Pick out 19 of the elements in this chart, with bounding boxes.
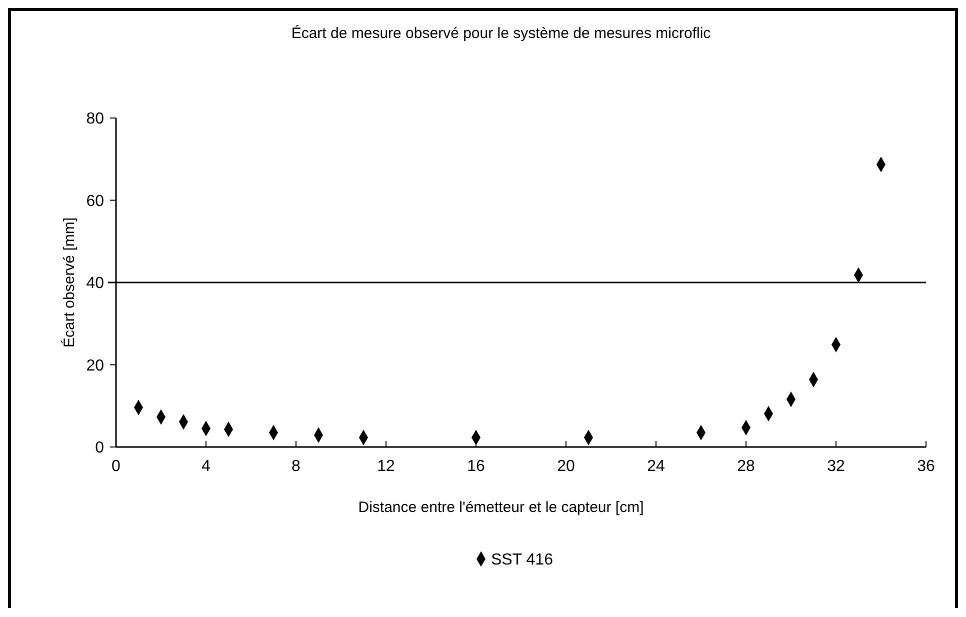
x-tick-label: 12 xyxy=(377,458,395,475)
y-axis-title: Écart observé [mm] xyxy=(60,217,78,348)
x-tick-label: 24 xyxy=(647,458,665,475)
y-tick-label: 0 xyxy=(95,440,104,457)
x-tick-label: 4 xyxy=(202,458,211,475)
x-tick-label: 8 xyxy=(292,458,301,475)
y-tick-label: 40 xyxy=(86,275,104,292)
x-tick-label: 28 xyxy=(737,458,755,475)
x-tick-label: 32 xyxy=(827,458,845,475)
x-tick-label: 36 xyxy=(917,458,935,475)
legend-label: SST 416 xyxy=(491,552,554,569)
chart-title: Écart de mesure observé pour le système de mesures microflic xyxy=(291,24,712,42)
y-tick-label: 80 xyxy=(86,110,104,128)
x-tick-label: 16 xyxy=(467,458,485,475)
y-tick-label: 60 xyxy=(86,192,104,210)
x-axis-title: Distance entre l'émetteur et le capteur [cm] xyxy=(358,499,644,516)
y-tick-label: 20 xyxy=(86,357,104,374)
x-tick-label: 20 xyxy=(557,458,575,475)
x-tick-label: 0 xyxy=(112,458,121,475)
